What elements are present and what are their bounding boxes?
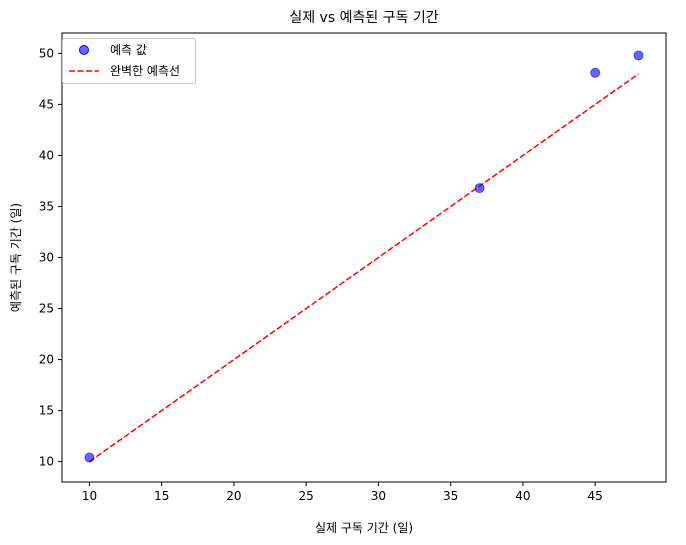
y-tick-label: 30: [39, 251, 54, 265]
legend-marker-predicted: [79, 45, 89, 55]
y-tick-label: 50: [39, 46, 54, 60]
y-axis-ticks: 10 15 20 25 30 35 40 45 50: [39, 46, 62, 469]
predicted-point: [590, 67, 601, 78]
x-tick-label: 35: [443, 489, 458, 503]
predicted-point: [84, 452, 95, 463]
y-tick-label: 25: [39, 302, 54, 316]
x-tick-label: 20: [226, 489, 241, 503]
x-axis-title: 실제 구독 기간 (일): [315, 521, 413, 535]
legend-box: [62, 38, 196, 84]
y-tick-label: 15: [39, 404, 54, 418]
y-tick-label: 20: [39, 353, 54, 367]
x-tick-label: 25: [299, 489, 314, 503]
x-tick-label: 30: [371, 489, 386, 503]
x-tick-label: 10: [82, 489, 97, 503]
y-tick-label: 35: [39, 199, 54, 213]
legend-label-predicted: 예측 값: [110, 43, 147, 57]
predicted-point: [474, 183, 485, 194]
x-tick-label: 45: [588, 489, 603, 503]
predicted-point: [633, 50, 644, 61]
chart-title: 실제 vs 예측된 구독 기간: [289, 10, 438, 26]
y-tick-label: 40: [39, 148, 54, 162]
x-tick-label: 15: [154, 489, 169, 503]
perfect-prediction-line: [89, 73, 639, 463]
y-tick-label: 10: [39, 455, 54, 469]
x-tick-label: 40: [515, 489, 530, 503]
plot-area: [62, 33, 666, 482]
legend: 예측 값 완벽한 예측선: [62, 38, 196, 84]
x-axis-ticks: 10 15 20 25 30 35 40 45: [82, 482, 603, 503]
y-tick-label: 45: [39, 97, 54, 111]
legend-label-perfect: 완벽한 예측선: [110, 64, 180, 78]
series-layer: [84, 50, 644, 463]
y-axis-title: 예측된 구독 기간 (일): [9, 203, 23, 312]
